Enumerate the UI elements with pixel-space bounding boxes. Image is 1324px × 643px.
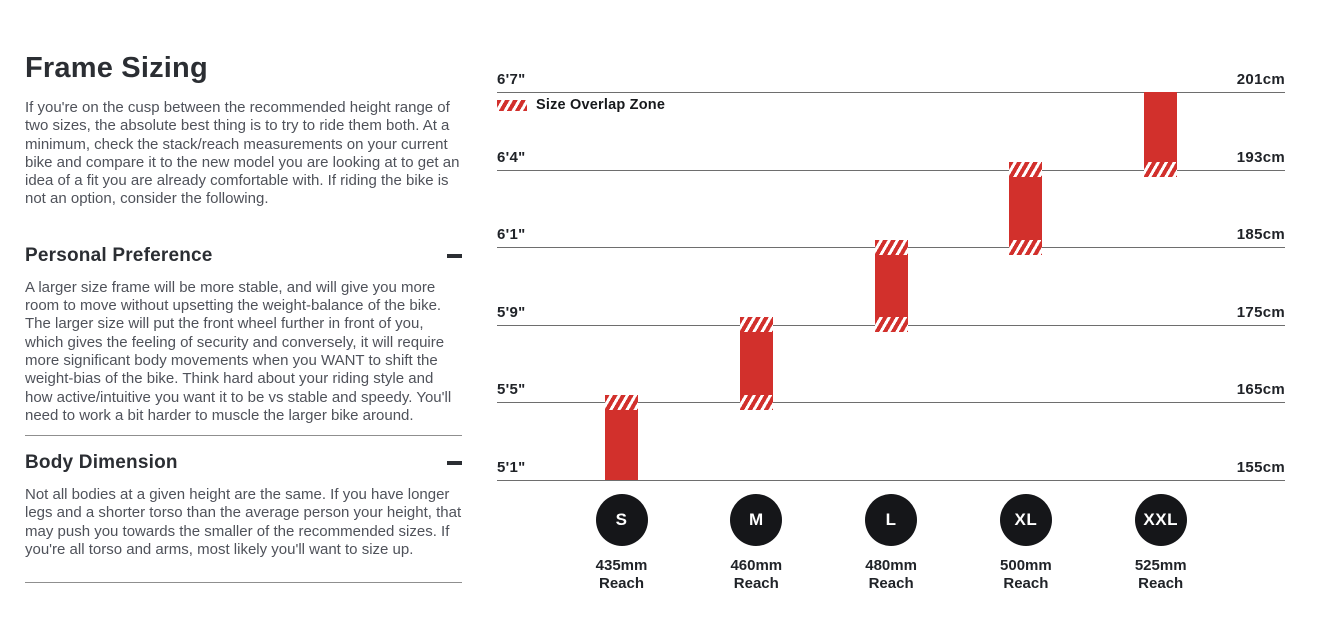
height-label-imperial-201: 6'7" [497,71,526,88]
section-personal-preference: Personal Preference A larger size frame … [25,245,462,425]
overlap-zone-bottom-L [874,317,908,333]
reach-value: 480mm [865,557,917,574]
size-bar-XXL [1144,92,1178,163]
overlap-zone-top-XL [1009,162,1043,178]
size-chart: Size Overlap Zone 6'7" 201cm 6'4" 193cm 6'1"… [497,0,1285,643]
minus-icon[interactable] [447,254,462,258]
section-body-dimension: Body Dimension Not all bodies at a given… [25,452,462,559]
section-divider [25,582,462,584]
section-heading: Personal Preference [25,244,213,266]
height-label-metric-175: 175cm [1236,303,1285,321]
reach-value: 525mm [1134,557,1187,574]
size-circle-XXL: XXL [1134,494,1187,546]
chart-legend: Size Overlap Zone [497,97,665,113]
content-column: Frame Sizing If you're on the cusp betwe… [25,0,462,584]
height-label-metric-201: 201cm [1236,71,1285,88]
height-label-imperial-185: 6'1" [497,226,526,244]
gridline-201 [497,92,1285,93]
size-bar-S [605,409,638,480]
overlap-zone-top-M [739,317,773,333]
reach-word: Reach [1003,575,1049,592]
height-label-metric-185: 185cm [1236,226,1285,244]
reach-label-XL: 500mm Reach [981,557,1071,593]
size-bar-XL [1009,177,1043,240]
height-label-metric-193: 193cm [1236,148,1285,166]
gridline-193 [497,169,1285,171]
reach-value: 460mm [730,557,783,574]
accordion-header-personal-preference[interactable]: Personal Preference [25,245,462,267]
size-circle-XL: XL [999,494,1052,546]
height-label-imperial-193: 6'4" [497,148,526,166]
overlap-zone-bottom-XXL [1144,162,1178,178]
page-title: Frame Sizing [25,52,208,84]
reach-label-L: 480mm Reach [846,557,936,593]
height-label-metric-155: 155cm [1236,459,1285,476]
reach-label-M: 460mm Reach [711,557,801,593]
height-label-imperial-175: 5'9" [497,303,526,321]
gridline-165 [497,402,1285,404]
size-circle-M: M [730,494,783,546]
overlap-zone-top-S [605,394,638,410]
size-bar-M [739,332,773,395]
reach-label-XXL: 525mm Reach [1116,557,1206,593]
minus-icon[interactable] [447,461,462,465]
reach-value: 500mm [1000,557,1052,574]
gridline-155 [497,480,1285,481]
reach-word: Reach [598,575,645,592]
reach-word: Reach [868,575,914,592]
height-label-metric-165: 165cm [1236,381,1285,399]
overlap-hatch-swatch-icon [497,99,527,111]
section-divider [25,435,462,437]
size-circle-L: L [865,494,918,546]
overlap-zone-top-L [874,239,908,255]
height-label-imperial-155: 5'1" [497,459,526,476]
reach-label-S: 435mm Reach [577,557,667,593]
reach-word: Reach [1138,575,1184,592]
overlap-zone-bottom-M [739,394,773,410]
reach-word: Reach [733,575,779,592]
accordion-header-body-dimension[interactable]: Body Dimension [25,452,462,474]
overlap-zone-bottom-XL [1009,239,1043,255]
section-heading: Body Dimension [25,452,178,474]
section-body: Not all bodies at a given height are the… [25,486,462,559]
size-bar-L [874,254,908,318]
size-circle-S: S [595,494,648,546]
legend-label: Size Overlap Zone [536,97,666,113]
intro-paragraph: If you're on the cusp between the recomm… [25,99,460,208]
reach-value: 435mm [595,557,648,574]
section-body: A larger size frame will be more stable,… [25,278,452,424]
height-label-imperial-165: 5'5" [497,381,526,399]
